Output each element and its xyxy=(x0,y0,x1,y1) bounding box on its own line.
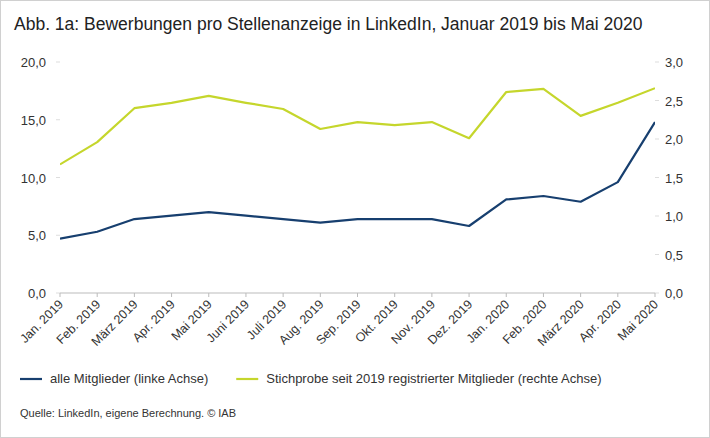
series-line xyxy=(60,88,655,164)
x-tick xyxy=(208,293,209,297)
y2-tick-label: 3,0 xyxy=(665,55,683,70)
x-tick-label: Apr. 2020 xyxy=(576,297,624,345)
frame xyxy=(1,1,710,438)
y2-tick xyxy=(655,216,659,217)
y-tick-label: 0,0 xyxy=(28,286,46,301)
legend-swatch xyxy=(20,378,42,380)
x-tick-label: März 2019 xyxy=(89,297,141,349)
plot-area xyxy=(60,88,655,239)
x-tick xyxy=(655,293,656,297)
legend-label: Stichprobe seit 2019 registrierter Mitgl… xyxy=(266,371,601,386)
y2-tick-label: 0,5 xyxy=(665,248,683,263)
y-tick xyxy=(56,119,60,120)
y2-tick xyxy=(655,177,659,178)
chart: Abb. 1a: Bewerbungen pro Stellenanzeige … xyxy=(0,0,710,438)
source: Quelle: LinkedIn, eigene Berechnung. © I… xyxy=(20,407,236,419)
x-tick-label: Juni 2019 xyxy=(204,297,252,345)
x-tick xyxy=(543,293,544,297)
y2-tick xyxy=(655,293,659,294)
y-tick xyxy=(56,177,60,178)
title: Abb. 1a: Bewerbungen pro Stellenanzeige … xyxy=(14,14,643,34)
x-tick xyxy=(283,293,284,297)
y2-tick xyxy=(655,139,659,140)
x-tick xyxy=(357,293,358,297)
y-tick xyxy=(56,62,60,63)
y-tick-label: 20,0 xyxy=(21,55,46,70)
y2-tick xyxy=(655,100,659,101)
y2-tick-label: 2,5 xyxy=(665,94,683,109)
x-tick xyxy=(394,293,395,297)
legend-label: alle Mitglieder (linke Achse) xyxy=(50,371,208,386)
y2-tick xyxy=(655,62,659,63)
y2-tick-label: 1,0 xyxy=(665,209,683,224)
x-tick-label: März 2020 xyxy=(535,297,587,349)
legend-swatch xyxy=(236,378,258,380)
x-tick xyxy=(431,293,432,297)
y-tick-label: 10,0 xyxy=(21,171,46,186)
x-tick xyxy=(60,293,61,297)
y-tick-label: 15,0 xyxy=(21,113,46,128)
x-tick xyxy=(506,293,507,297)
x-tick xyxy=(134,293,135,297)
y2-tick-label: 2,0 xyxy=(665,132,683,147)
y-tick xyxy=(56,293,60,294)
x-tick xyxy=(617,293,618,297)
y2-tick xyxy=(655,254,659,255)
y-tick xyxy=(56,235,60,236)
x-tick xyxy=(245,293,246,297)
x-tick xyxy=(320,293,321,297)
y-tick-label: 5,0 xyxy=(28,228,46,243)
x-tick xyxy=(469,293,470,297)
series-line xyxy=(60,122,655,239)
x-tick-label: Mai 2020 xyxy=(615,297,661,343)
y2-tick-label: 1,5 xyxy=(665,171,683,186)
x-tick xyxy=(580,293,581,297)
y2-tick-label: 0,0 xyxy=(665,286,683,301)
x-tick xyxy=(171,293,172,297)
x-tick xyxy=(97,293,98,297)
x-tick-label: Apr. 2019 xyxy=(130,297,178,345)
